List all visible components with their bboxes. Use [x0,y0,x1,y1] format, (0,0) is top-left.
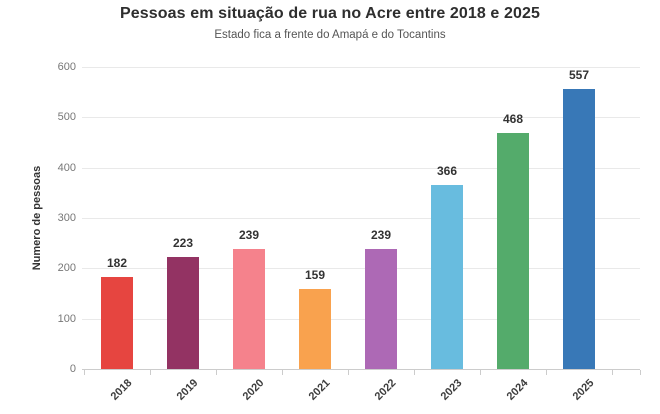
x-tick-label: 2021 [306,377,333,403]
y-tick-label: 300 [57,212,76,224]
x-tick-mark [348,370,349,375]
x-tick-mark [150,370,151,375]
bar-2020 [233,249,265,369]
x-axis-line [82,369,640,370]
x-tick-mark [84,370,85,375]
gridline-y500 [82,117,640,118]
bar-value-label: 223 [172,236,194,250]
y-tick-label: 100 [57,313,76,325]
x-tick-label: 2018 [108,377,135,403]
gridline-y200 [82,268,640,269]
bar-value-label: 239 [238,228,260,242]
chart-title: Pessoas em situação de rua no Acre entre… [120,5,540,22]
bar-2022 [365,249,397,369]
x-tick-label: 2022 [372,377,399,403]
bar-value-label: 468 [502,112,524,126]
bar-2018 [101,277,133,369]
bar-value-label: 159 [304,268,326,282]
x-tick-label: 2025 [570,377,597,403]
y-tick-label: 0 [69,363,76,375]
x-tick-label: 2023 [438,377,465,403]
gridline-y600 [82,67,640,68]
bar-2021 [299,289,331,369]
y-tick-label: 200 [57,262,76,274]
y-tick-label: 600 [57,61,76,73]
x-tick-mark [282,370,283,375]
bar-value-label: 182 [106,256,128,270]
x-tick-mark [640,370,641,375]
x-tick-mark [414,370,415,375]
gridline-y400 [82,168,640,169]
bar-value-label: 239 [370,228,392,242]
x-tick-label: 2019 [174,377,201,403]
bar-value-label: 366 [436,164,458,178]
chart-subtitle: Estado fica a frente do Amapá e do Tocan… [214,29,446,41]
y-tick-label: 400 [57,162,76,174]
bar-2024 [497,133,529,369]
gridline-y300 [82,218,640,219]
x-tick-mark [480,370,481,375]
bar-2025 [563,89,595,369]
x-tick-label: 2024 [504,377,531,403]
bar-value-label: 557 [568,68,590,82]
y-tick-label: 500 [57,111,76,123]
x-tick-label: 2020 [240,377,267,403]
x-tick-mark [546,370,547,375]
bar-2023 [431,185,463,369]
x-tick-mark [612,370,613,375]
bar-2019 [167,257,199,369]
gridline-y100 [82,319,640,320]
x-tick-mark [216,370,217,375]
